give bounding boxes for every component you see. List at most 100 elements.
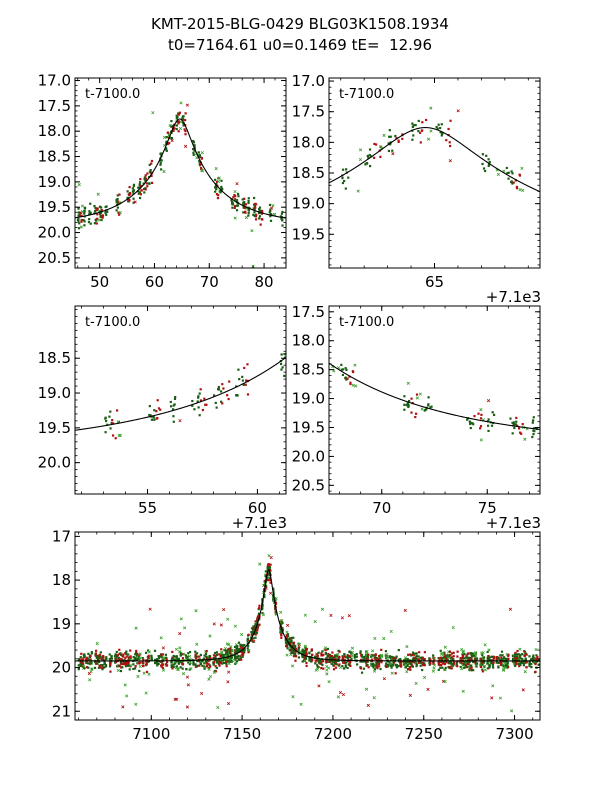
data-point — [160, 654, 163, 657]
data-point — [220, 188, 224, 191]
data-point — [194, 650, 197, 653]
data-point — [516, 649, 519, 653]
x-tick-label: 7200 — [314, 725, 352, 743]
plot-area-p5 — [75, 554, 540, 713]
data-point — [143, 177, 146, 181]
data-point — [334, 661, 337, 664]
title-line-2: t0=7164.61 u0=0.1469 tE= 12.96 — [167, 36, 433, 54]
data-point — [486, 661, 489, 664]
data-point — [110, 654, 113, 658]
data-point — [425, 118, 428, 122]
data-point — [348, 655, 352, 658]
data-point — [385, 665, 388, 669]
data-point — [226, 394, 229, 397]
data-point — [482, 656, 486, 659]
data-point — [423, 651, 426, 654]
data-point — [382, 636, 386, 641]
data-point — [439, 660, 442, 664]
data-point — [199, 399, 203, 402]
data-point — [90, 651, 93, 654]
data-point — [254, 202, 257, 205]
data-point — [397, 658, 400, 661]
data-point — [321, 663, 324, 667]
data-point — [192, 153, 195, 156]
data-point — [168, 142, 171, 145]
data-point — [138, 669, 141, 673]
data-point — [242, 644, 246, 647]
data-point — [500, 650, 504, 653]
data-point — [170, 137, 173, 140]
data-point — [172, 415, 175, 418]
data-point — [254, 218, 258, 221]
data-point — [279, 362, 283, 366]
panel-annotation: t-7100.0 — [85, 87, 140, 102]
data-point — [428, 663, 431, 666]
data-point — [156, 664, 159, 667]
data-point — [363, 660, 366, 663]
data-point — [421, 668, 424, 672]
data-point — [218, 664, 221, 667]
data-point — [367, 666, 370, 669]
data-point — [365, 650, 368, 653]
data-point — [225, 653, 228, 656]
data-point — [149, 414, 152, 417]
data-point — [440, 123, 443, 126]
data-point — [479, 658, 483, 661]
data-point — [129, 649, 132, 652]
data-point — [520, 661, 524, 664]
data-point — [147, 656, 150, 659]
data-point — [533, 427, 536, 430]
data-point — [490, 424, 494, 427]
data-point — [160, 168, 163, 171]
data-point — [227, 647, 231, 651]
data-point — [504, 657, 508, 660]
data-point — [481, 668, 484, 671]
data-point — [124, 665, 128, 668]
data-point — [155, 660, 158, 664]
data-point — [403, 395, 406, 398]
data-point — [274, 610, 277, 613]
data-point — [186, 655, 189, 658]
data-point — [208, 634, 212, 638]
data-point — [99, 655, 103, 658]
data-point — [492, 658, 495, 661]
data-point — [490, 662, 493, 665]
data-point — [327, 653, 330, 656]
data-point — [558, 423, 560, 425]
data-point — [492, 413, 496, 417]
data-point — [323, 648, 327, 652]
data-point — [185, 656, 188, 659]
data-point — [241, 644, 244, 647]
data-point — [220, 179, 223, 182]
data-point — [321, 650, 324, 653]
data-point — [475, 665, 478, 668]
data-point — [443, 651, 446, 654]
data-point — [378, 657, 381, 661]
data-point — [170, 138, 174, 143]
data-point — [140, 189, 143, 192]
x-tick-label: 7150 — [223, 725, 261, 743]
data-point — [144, 188, 147, 191]
data-point — [89, 202, 92, 205]
data-point — [237, 641, 241, 644]
data-point — [129, 192, 132, 196]
data-point — [534, 670, 537, 674]
data-point — [333, 657, 336, 660]
data-point — [198, 155, 201, 158]
data-point — [184, 112, 187, 115]
data-point — [261, 613, 266, 617]
data-point — [294, 644, 297, 648]
data-point — [341, 368, 345, 371]
data-point — [235, 648, 239, 651]
data-point — [419, 664, 422, 667]
data-point — [209, 665, 212, 668]
data-point — [97, 657, 101, 660]
data-point — [80, 652, 83, 655]
data-point — [514, 651, 517, 655]
data-point — [362, 659, 365, 662]
data-point — [380, 661, 383, 664]
data-point — [171, 656, 174, 659]
data-point — [281, 627, 284, 630]
data-point — [343, 653, 346, 656]
data-point — [444, 666, 447, 670]
